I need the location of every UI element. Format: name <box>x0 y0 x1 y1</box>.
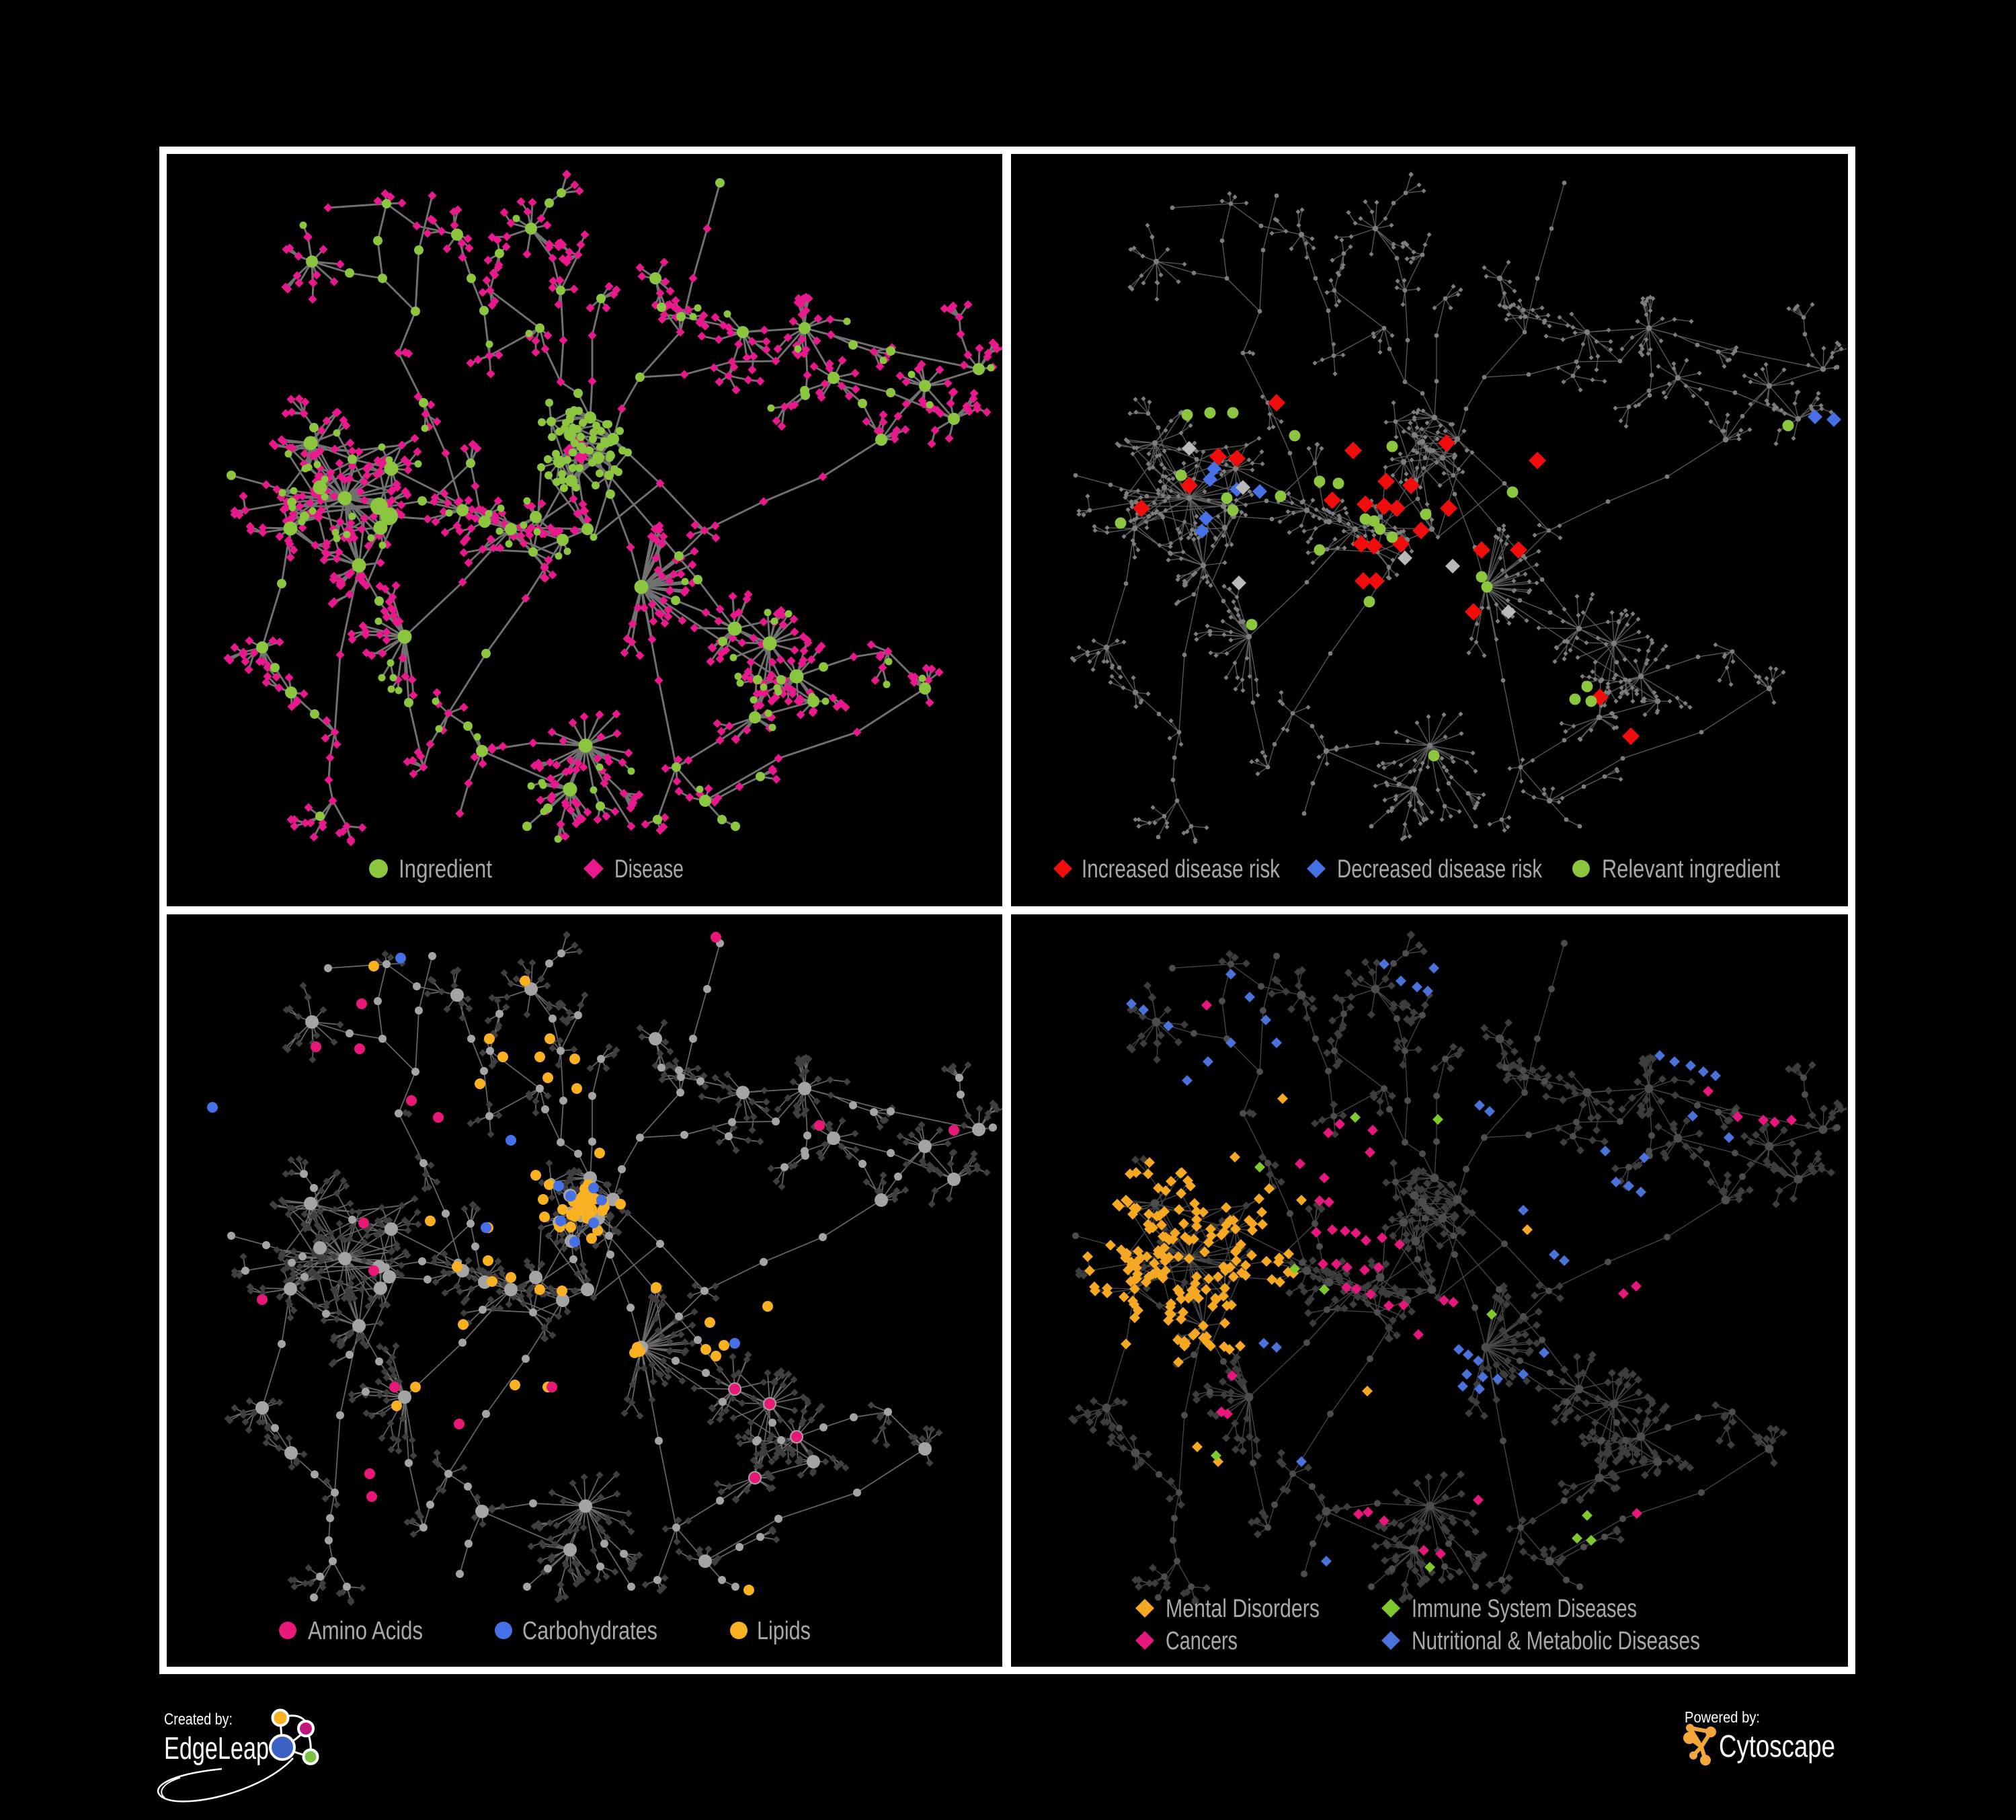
svg-text:Lipids: Lipids <box>757 1617 811 1645</box>
svg-text:Nutritional & Metabolic Diseas: Nutritional & Metabolic Diseases <box>1412 1627 1700 1655</box>
svg-text:EdgeLeap: EdgeLeap <box>164 1731 269 1766</box>
svg-text:Increased disease risk: Increased disease risk <box>1082 855 1281 883</box>
svg-text:Decreased disease risk: Decreased disease risk <box>1337 855 1543 883</box>
svg-text:Disease: Disease <box>614 855 684 883</box>
svg-text:Relevant ingredient: Relevant ingredient <box>1602 855 1780 883</box>
svg-text:Amino Acids: Amino Acids <box>308 1617 423 1645</box>
svg-text:Immune System Diseases: Immune System Diseases <box>1412 1595 1637 1623</box>
svg-text:Mental Disorders: Mental Disorders <box>1166 1595 1320 1623</box>
svg-text:Cytoscape: Cytoscape <box>1719 1729 1835 1764</box>
svg-text:Carbohydrates: Carbohydrates <box>522 1617 657 1645</box>
svg-text:Cancers: Cancers <box>1166 1627 1238 1655</box>
svg-text:Ingredient: Ingredient <box>399 855 492 883</box>
svg-text:Powered by:: Powered by: <box>1685 1708 1760 1726</box>
svg-text:Created by:: Created by: <box>164 1710 233 1729</box>
